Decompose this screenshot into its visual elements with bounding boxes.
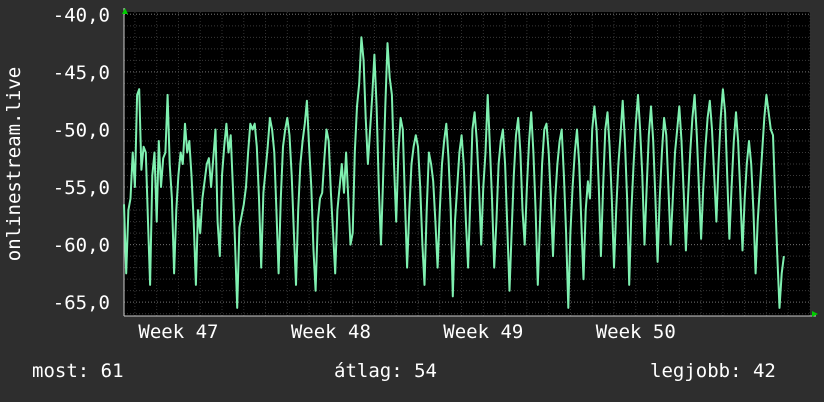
y-axis-arrow-icon: [122, 8, 128, 14]
x-tick-label: Week 47: [138, 321, 218, 343]
y-tick-label: -55,0: [53, 177, 110, 199]
stat-best: legjobb: 42: [650, 360, 776, 382]
x-axis-arrow-icon: [812, 311, 818, 317]
stat-average: átlag: 54: [334, 360, 437, 382]
stats-bar: most: 61 átlag: 54 legjobb: 42: [0, 360, 824, 390]
y-tick-label: -65,0: [53, 292, 110, 314]
y-tick-label: -45,0: [53, 62, 110, 84]
x-tick-label: Week 48: [291, 321, 371, 343]
x-axis-ticks: Week 47 Week 48 Week 49 Week 50: [138, 321, 675, 343]
y-tick-label: -60,0: [53, 235, 110, 257]
x-tick-label: Week 50: [596, 321, 676, 343]
y-tick-label: -40,0: [53, 4, 110, 26]
series-line: [123, 36, 785, 309]
x-tick-label: Week 49: [443, 321, 523, 343]
axes: [123, 8, 816, 317]
stat-current: most: 61: [32, 360, 124, 382]
y-axis-ticks: -40,0 -45,0 -50,0 -55,0 -60,0 -65,0: [53, 4, 110, 314]
y-axis-label: onlinestream.live: [3, 67, 25, 261]
y-tick-label: -50,0: [53, 119, 110, 141]
